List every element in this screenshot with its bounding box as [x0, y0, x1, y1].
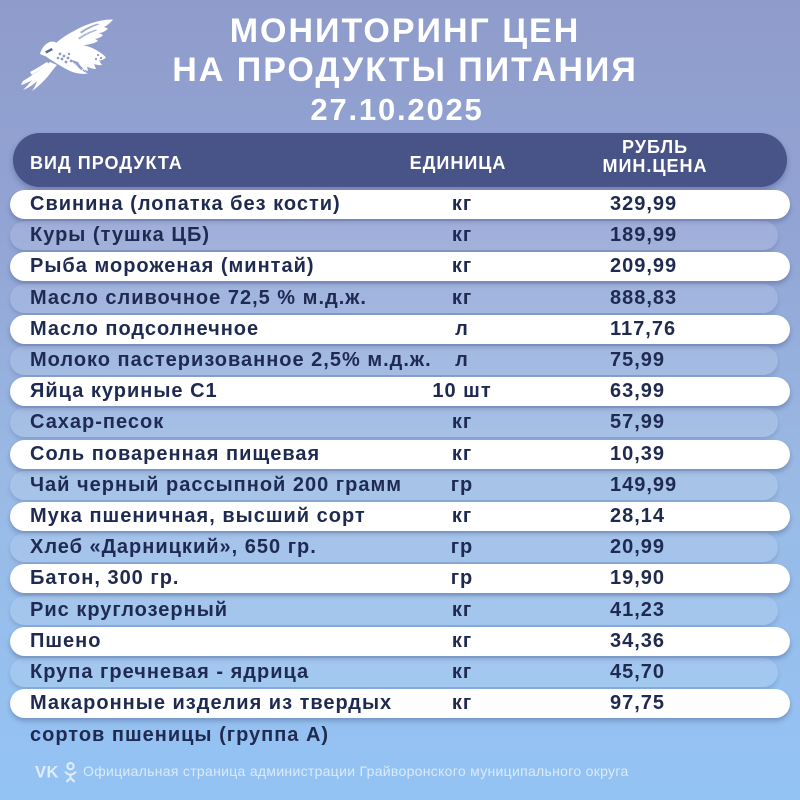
- svg-text:VK: VK: [35, 764, 59, 780]
